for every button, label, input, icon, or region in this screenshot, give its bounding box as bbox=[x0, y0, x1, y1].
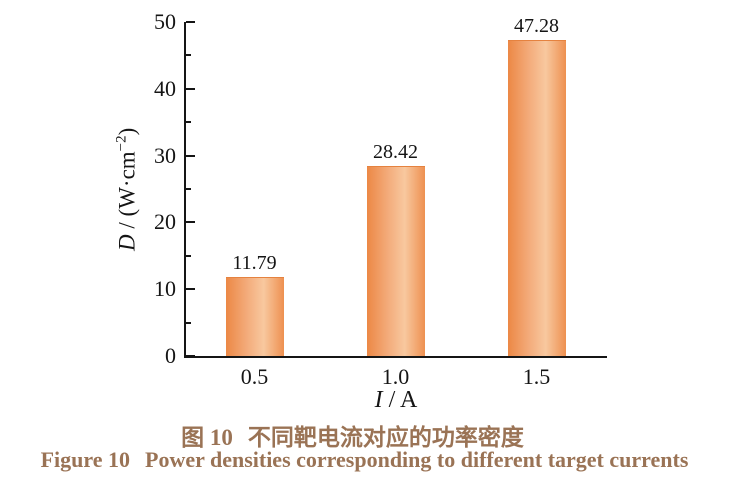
y-axis-symbol: D bbox=[114, 234, 140, 251]
y-tick-label: 10 bbox=[154, 276, 176, 302]
x-tick-label: 1.0 bbox=[381, 364, 410, 389]
y-tick-label: 50 bbox=[154, 9, 176, 34]
y-major-tick bbox=[186, 21, 195, 23]
x-axis-line bbox=[184, 356, 607, 358]
y-tick-label: 0 bbox=[165, 343, 176, 368]
bar bbox=[507, 40, 566, 356]
y-minor-tick bbox=[186, 254, 191, 257]
caption-chinese: 图 10 不同靶电流对应的功率密度 bbox=[0, 418, 705, 452]
bar bbox=[366, 166, 425, 356]
y-tick-label: 40 bbox=[154, 75, 176, 101]
x-tick-label: 0.5 bbox=[240, 364, 269, 389]
caption-chinese-text: 不同靶电流对应的功率密度 bbox=[247, 425, 524, 450]
bar-value-label: 11.79 bbox=[232, 252, 277, 275]
y-tick-label: 20 bbox=[154, 209, 176, 235]
y-minor-tick bbox=[186, 188, 191, 190]
y-major-tick bbox=[186, 154, 195, 157]
y-minor-tick bbox=[186, 54, 191, 57]
caption-chinese-number: 图 10 bbox=[181, 425, 233, 450]
y-major-tick bbox=[186, 221, 195, 224]
y-minor-tick bbox=[186, 321, 191, 324]
x-axis-unit: / A bbox=[382, 387, 418, 413]
x-axis-symbol: I bbox=[374, 387, 383, 413]
caption-english: Figure 10 Power densities corresponding t… bbox=[0, 447, 729, 473]
y-major-tick bbox=[186, 288, 195, 291]
caption-english-text: Power densities corresponding to differe… bbox=[145, 447, 689, 472]
y-axis-line bbox=[184, 22, 186, 358]
x-tick-label: 1.5 bbox=[522, 364, 551, 389]
y-axis-unit-post: ) bbox=[114, 127, 140, 136]
y-major-tick bbox=[186, 355, 195, 357]
bar bbox=[225, 277, 284, 356]
x-axis-title: I / A bbox=[296, 387, 496, 414]
bar-value-label: 47.28 bbox=[514, 15, 559, 38]
y-axis-unit-pre: / (W·cm bbox=[114, 151, 140, 235]
y-major-tick bbox=[186, 87, 195, 90]
bar-value-label: 28.42 bbox=[373, 141, 418, 164]
y-axis-title: D / (W·cm−2) bbox=[114, 39, 141, 339]
caption-english-number: Figure 10 bbox=[40, 447, 130, 472]
y-minor-tick bbox=[186, 121, 191, 124]
y-axis-unit-exponent: −2 bbox=[113, 135, 130, 152]
y-tick-label: 30 bbox=[154, 142, 176, 168]
